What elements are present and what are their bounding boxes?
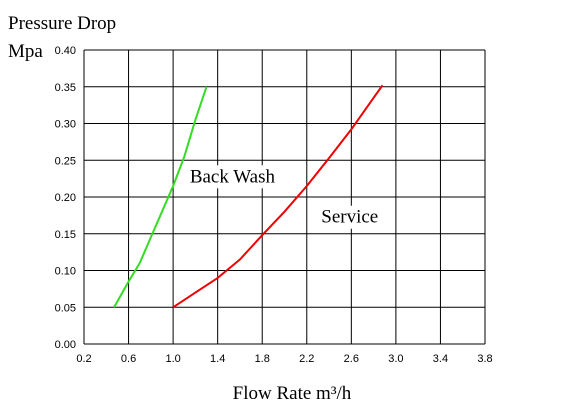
annotation-service: Service <box>321 207 378 228</box>
y-tick-label: 0.15 <box>55 229 76 241</box>
y-tick-label: 0.35 <box>55 82 76 94</box>
x-tick-label: 3.8 <box>477 353 492 365</box>
y-tick-label: 0.40 <box>55 45 76 57</box>
annotation-back-wash: Back Wash <box>190 166 276 187</box>
chart-title: Pressure Drop <box>8 13 116 34</box>
y-tick-label: 0.10 <box>55 266 76 278</box>
annotation-bg-service <box>318 205 385 229</box>
grid <box>83 49 486 345</box>
series-line-service <box>172 84 384 309</box>
axis-ticks: 0.2 0.6 1.0 1.4 1.8 2.2 2.6 3.0 3.4 3.8 0.00 0.05 0.… <box>55 45 493 365</box>
y-tick-label: 0.30 <box>55 119 76 131</box>
x-tick-label: 1.8 <box>255 353 270 365</box>
series-lines <box>113 84 384 309</box>
y-tick-label: 0.25 <box>55 155 76 167</box>
x-tick-label: 3.4 <box>433 353 448 365</box>
annotation-bg-back-wash <box>186 165 272 189</box>
x-axis-label: Flow Rate m³/h <box>233 383 352 404</box>
y-tick-label: 0.20 <box>55 192 76 204</box>
annotations: Back Wash Service <box>186 165 385 229</box>
x-tick-label: 1.4 <box>210 353 225 365</box>
y-tick-label: 0.00 <box>55 339 76 351</box>
x-tick-label: 2.2 <box>299 353 314 365</box>
x-tick-label: 1.0 <box>165 353 180 365</box>
y-axis-label: Mpa <box>8 41 43 62</box>
series-line-back-wash <box>113 86 208 308</box>
x-tick-label: 2.6 <box>344 353 359 365</box>
y-tick-label: 0.05 <box>55 302 76 314</box>
x-tick-label: 0.2 <box>76 353 91 365</box>
x-tick-label: 0.6 <box>121 353 136 365</box>
x-tick-label: 3.0 <box>388 353 403 365</box>
